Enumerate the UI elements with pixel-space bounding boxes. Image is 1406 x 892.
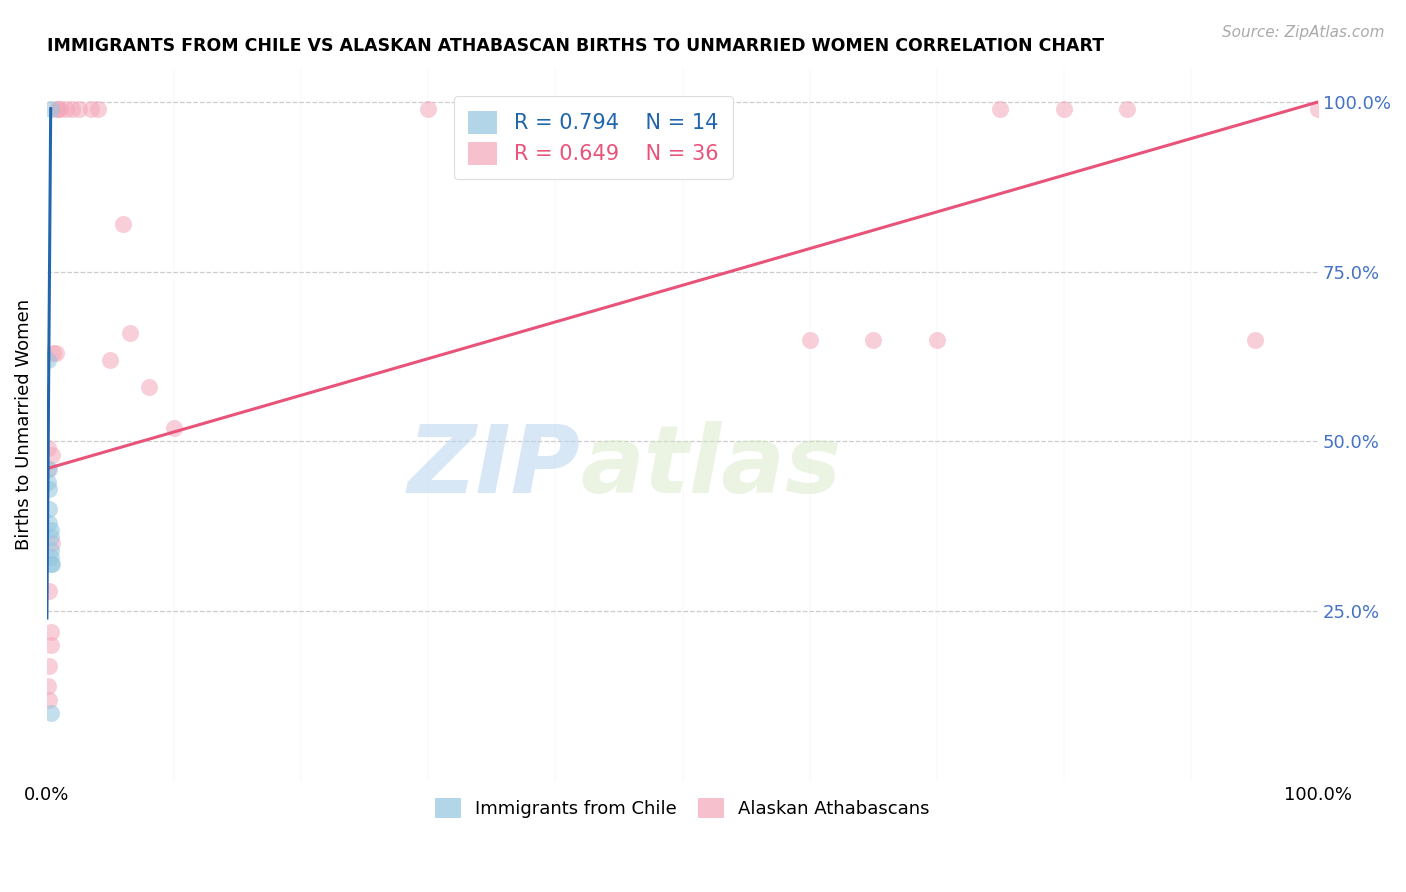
Point	[38, 482, 60, 496]
Point	[39, 543, 62, 558]
Point	[925, 333, 948, 347]
Point	[37, 679, 59, 693]
Point	[39, 102, 62, 116]
Point	[41, 536, 63, 550]
Point	[42, 346, 65, 360]
Point	[41, 557, 63, 571]
Legend: Immigrants from Chile, Alaskan Athabascans: Immigrants from Chile, Alaskan Athabasca…	[427, 791, 936, 825]
Point	[41, 448, 63, 462]
Point	[1308, 102, 1330, 116]
Point	[38, 516, 60, 530]
Point	[1053, 102, 1076, 116]
Point	[37, 461, 59, 475]
Point	[37, 353, 59, 368]
Point	[67, 102, 90, 116]
Point	[39, 549, 62, 564]
Point	[39, 529, 62, 543]
Point	[544, 102, 567, 116]
Point	[1116, 102, 1139, 116]
Point	[1243, 333, 1265, 347]
Text: atlas: atlas	[581, 421, 842, 513]
Point	[80, 102, 103, 116]
Point	[862, 333, 884, 347]
Point	[55, 102, 77, 116]
Point	[39, 638, 62, 652]
Point	[38, 658, 60, 673]
Point	[38, 692, 60, 706]
Point	[46, 102, 69, 116]
Point	[988, 102, 1011, 116]
Point	[60, 102, 83, 116]
Point	[39, 624, 62, 639]
Point	[38, 502, 60, 516]
Text: ZIP: ZIP	[408, 421, 581, 513]
Point	[37, 442, 59, 456]
Point	[39, 523, 62, 537]
Text: Source: ZipAtlas.com: Source: ZipAtlas.com	[1222, 25, 1385, 40]
Point	[118, 326, 141, 340]
Point	[100, 353, 122, 368]
Point	[46, 102, 69, 116]
Point	[163, 421, 186, 435]
Point	[87, 102, 110, 116]
Point	[48, 102, 70, 116]
Point	[39, 557, 62, 571]
Text: IMMIGRANTS FROM CHILE VS ALASKAN ATHABASCAN BIRTHS TO UNMARRIED WOMEN CORRELATIO: IMMIGRANTS FROM CHILE VS ALASKAN ATHABAS…	[46, 37, 1104, 55]
Point	[38, 583, 60, 598]
Point	[37, 475, 59, 490]
Point	[671, 102, 693, 116]
Point	[39, 706, 62, 720]
Point	[138, 380, 160, 394]
Point	[38, 461, 60, 475]
Point	[799, 333, 821, 347]
Y-axis label: Births to Unmarried Women: Births to Unmarried Women	[15, 299, 32, 550]
Point	[112, 217, 135, 231]
Point	[45, 346, 67, 360]
Point	[418, 102, 440, 116]
